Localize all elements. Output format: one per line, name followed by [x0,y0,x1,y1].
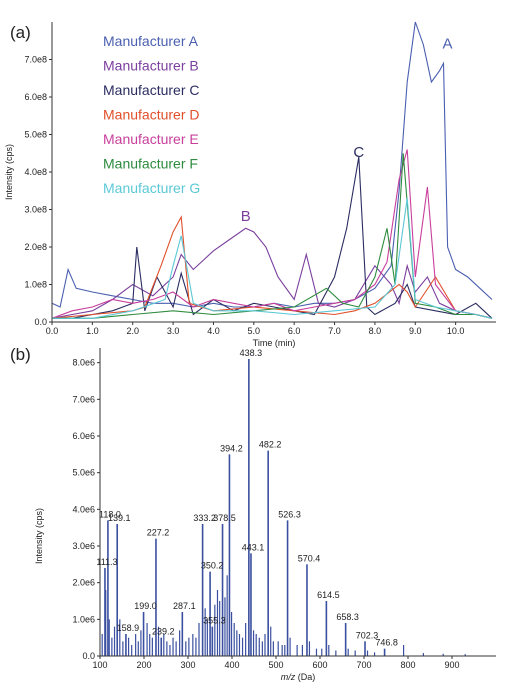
x-tick-label: 5.0 [248,326,261,336]
spectrum-peaks [101,359,466,656]
legend: Manufacturer A Manufacturer B Manufacturer… [103,33,200,196]
x-tick-label: 300 [180,660,195,670]
series-line-c [52,156,493,319]
peak-label: 438.3 [240,348,263,358]
x-tick-label: 8.0 [369,326,382,336]
x-axis-title-unit: (Da) [295,672,315,682]
y-tick-label: 3.0e6 [72,541,95,551]
y-tick-label: 8.0e6 [72,358,95,368]
x-tick-label: 7.0 [328,326,341,336]
legend-entry-b: Manufacturer B [103,58,199,74]
axis-ticks-b: 100 200 300 400 500 600 700 800 900 0.0 1.0e6 2.0e6… [72,358,459,670]
peak-label: 333.2 [193,513,216,523]
peak-label: 111.3 [96,557,117,567]
peak-label: 378.5 [213,513,236,523]
legend-entry-a: Manufacturer A [103,33,199,49]
x-tick-label: 200 [136,660,151,670]
y-axis-title-b: Intensity (cps) [34,508,44,564]
chromatogram-lines [51,21,493,319]
y-tick-label: 7.0e6 [72,394,95,404]
peak-label: 746.8 [375,638,398,648]
legend-entry-d: Manufacturer D [103,107,199,123]
peak-label: 394.2 [220,443,243,453]
x-axis-title-a: Time (min) [253,338,296,348]
x-axis-title-italic: m/z [281,672,296,682]
chromatogram-panel: 0.0 1.0 2.0 3.0 4.0 5.0 6.0 7.0 8.0 9.0 10.0 0.0 1.0… [4,21,496,348]
y-tick-label: 6.0e6 [72,431,95,441]
panel-label-b: (b) [10,345,31,364]
peak-label: 702.3 [356,630,379,640]
mass-spectrum-panel: 100 200 300 400 500 600 700 800 900 0.0 1.0e6 2.0e6… [34,348,496,682]
peak-label: 482.2 [259,440,282,450]
legend-entry-e: Manufacturer E [103,131,199,147]
panel-label-a: (a) [10,23,31,42]
annotation-b: B [241,208,251,225]
x-tick-label: 9.0 [409,326,422,336]
peak-label: 443.1 [242,542,265,552]
y-tick-label: 2.0e6 [72,578,95,588]
y-tick-label: 5.0e6 [72,468,95,478]
peak-label: 239.2 [152,627,175,637]
annotation-a: A [443,35,453,52]
x-tick-label: 700 [356,660,371,670]
x-tick-label: 0.0 [46,326,59,336]
y-tick-label: 4.0e8 [24,167,47,177]
y-tick-label: 1.0e8 [24,280,47,290]
x-tick-label: 3.0 [167,326,180,336]
y-tick-label: 7.0e8 [24,55,47,65]
peak-label: 227.2 [147,528,170,538]
y-tick-label: 3.0e8 [24,205,47,215]
series-line-e [51,149,493,319]
x-tick-label: 4.0 [207,326,220,336]
x-tick-label: 900 [444,660,459,670]
y-tick-label: 5.0e8 [24,130,47,140]
y-tick-label: 0.0 [82,651,95,661]
x-tick-label: 1.0 [86,326,99,336]
x-tick-label: 10.0 [447,326,465,336]
peak-label: 526.3 [278,509,301,519]
x-tick-label: 100 [92,660,107,670]
y-tick-label: 1.0e6 [72,614,95,624]
peak-label: 199.0 [134,601,157,611]
peak-label: 350.2 [201,561,224,571]
legend-entry-c: Manufacturer C [103,82,199,98]
y-tick-label: 2.0e8 [24,242,47,252]
series-line-f [52,153,493,319]
peak-label: 287.1 [173,601,196,611]
x-axis-title-b: m/z (Da) [281,672,316,682]
legend-entry-g: Manufacturer G [103,180,200,196]
x-tick-label: 800 [400,660,415,670]
annotation-c: C [353,144,364,161]
peak-label: 570.4 [298,553,321,563]
y-tick-label: 4.0e6 [72,504,95,514]
peak-label: 355.3 [203,616,226,626]
y-tick-label: 6.0e8 [24,92,47,102]
peak-label: 158.9 [117,623,140,633]
peak-label: 658.3 [336,612,359,622]
x-tick-label: 6.0 [288,326,301,336]
x-tick-label: 500 [268,660,283,670]
x-tick-label: 600 [312,660,327,670]
peak-label: 118.0 [99,509,121,519]
x-tick-label: 400 [224,660,239,670]
x-tick-label: 2.0 [126,326,139,336]
y-tick-label: 0.0 [34,317,47,327]
axis-ticks-a: 0.0 1.0 2.0 3.0 4.0 5.0 6.0 7.0 8.0 9.0 10.0 0.0 1.0… [24,55,464,337]
peak-label: 139.1 [108,513,131,523]
series-line-g [52,198,493,319]
series-annotations: A B C [241,35,453,225]
peak-label: 614.5 [317,590,340,600]
y-axis-title-a: Intensity (cps) [4,144,14,200]
legend-entry-f: Manufacturer F [103,156,198,172]
